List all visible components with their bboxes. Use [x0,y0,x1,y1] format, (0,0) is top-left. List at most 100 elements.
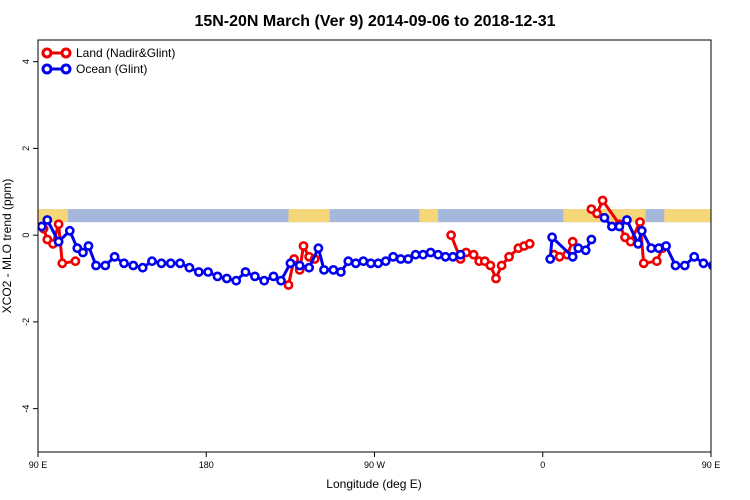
data-point [328,264,339,275]
data-point [633,238,643,249]
y-tick-label: 0 [21,233,31,238]
data-point [175,258,185,269]
legend: Land (Nadir&Glint) Ocean (Glint) [41,46,175,76]
data-point [53,236,64,247]
data-point [38,221,47,232]
legend-ocean-label: Ocean (Glint) [76,62,147,76]
data-point [554,251,565,262]
data-point [294,260,305,271]
data-point [276,275,286,286]
data-point [70,256,81,267]
data-point [651,256,662,267]
data-point [425,247,436,258]
y-tick-label: 2 [21,146,31,151]
data-point [440,251,451,262]
x-axis-label: Longitude (deg E) [326,477,421,491]
data-point [599,212,610,223]
data-point [504,251,514,262]
data-point [496,260,507,271]
data-point [64,225,75,236]
data-point [221,273,232,284]
x-tick-label: 90 W [364,460,386,470]
data-point [109,251,120,262]
legend-land-marker [60,47,72,59]
data-point [545,254,556,264]
legend-ocean-marker [60,63,72,75]
data-point [283,280,294,290]
data-point [403,254,414,264]
data-point [91,260,101,271]
data-point [448,251,458,262]
data-point [567,236,578,247]
data-point [689,251,700,262]
data-point [547,232,557,243]
data-point [268,271,279,282]
data-point [614,221,625,232]
data-point [418,249,428,260]
land-patch [664,209,711,223]
data-point [231,275,242,286]
data-point [343,256,354,267]
x-tick-label: 90 E [29,460,48,470]
data-point [607,221,617,232]
x-tick-label: 180 [199,460,214,470]
data-point [468,249,479,260]
legend-land-marker [41,47,53,59]
data-point [313,243,324,254]
data-point [335,267,346,277]
data-point [491,273,501,284]
data-point [698,258,709,269]
data-point [592,208,602,219]
legend-land-label: Land (Nadir&Glint) [76,46,175,60]
data-point [586,234,597,245]
data-point [485,260,496,271]
data-point [304,262,314,273]
data-point [635,217,645,227]
data-point [670,260,681,271]
chart-title: 15N-20N March (Ver 9) 2014-09-06 to 2018… [194,13,555,30]
y-tick-label: 4 [21,59,31,64]
data-point [373,258,384,269]
data-point [625,236,636,247]
data-point [285,258,296,269]
data-point [119,258,129,269]
data-point [358,256,369,267]
data-point [388,251,399,262]
data-point [298,241,309,251]
data-point [128,260,139,271]
data-point [580,245,591,256]
data-point [455,249,466,260]
data-point [661,241,671,251]
data-point [147,256,157,267]
data-point [380,256,391,267]
data-point [100,260,111,271]
data-point [410,249,421,260]
y-axis-label: XCO2 - MLO trend (ppm) [0,179,14,314]
data-point [636,225,647,236]
legend-ocean-marker [41,63,53,75]
data-point [240,267,251,277]
data-point [57,258,68,269]
plot-frame [37,39,712,453]
data-point [184,262,195,273]
data-point [319,264,329,275]
land-patch [419,209,439,223]
data-point [259,275,270,286]
data-point [679,260,690,271]
data-point [53,219,64,230]
data-point [156,258,167,269]
data-point [567,251,578,262]
data-point [203,267,213,277]
data-point [249,271,260,282]
x-tick-label: 90 E [702,460,721,470]
y-tick-label: -4 [21,405,31,413]
data-point [212,271,223,282]
ocean-band [38,209,711,223]
data-point [446,230,456,241]
data-point [638,258,649,269]
data-point [524,238,535,249]
y-tick-label: -2 [21,318,31,326]
data-point [137,262,148,273]
data-point [350,258,361,269]
